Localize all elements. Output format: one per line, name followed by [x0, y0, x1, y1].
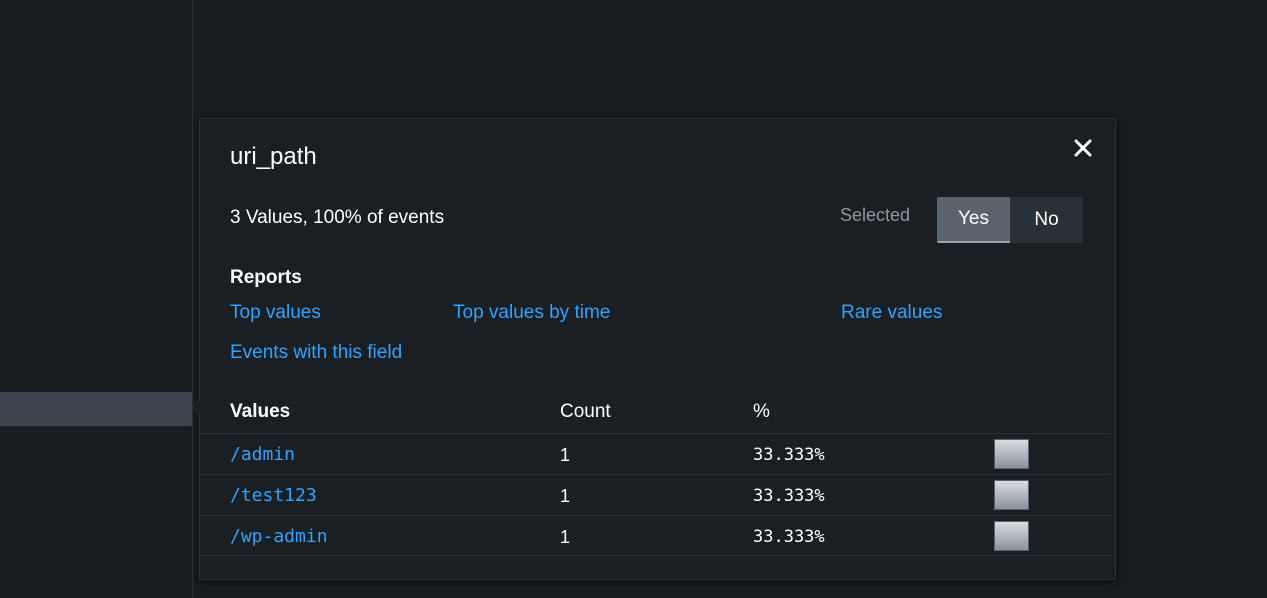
rare-values-link[interactable]: Rare values	[841, 302, 943, 323]
sidebar-panel	[0, 0, 193, 598]
count-column-header: Count	[560, 401, 611, 422]
top-values-link[interactable]: Top values	[230, 302, 321, 323]
value-count: 1	[560, 527, 571, 547]
value-link[interactable]: /test123	[230, 485, 317, 506]
values-column-header: Values	[230, 401, 291, 422]
close-icon	[1074, 139, 1092, 157]
value-percent: 33.333%	[753, 486, 825, 506]
selected-no-button[interactable]: No	[1010, 197, 1083, 243]
field-name-title: uri_path	[230, 143, 317, 170]
field-summary: 3 Values, 100% of events	[230, 207, 445, 228]
percent-bar	[994, 480, 1029, 510]
value-percent: 33.333%	[753, 527, 825, 547]
value-link[interactable]: /wp-admin	[230, 526, 328, 547]
events-with-field-link[interactable]: Events with this field	[230, 342, 403, 363]
percent-column-header: %	[753, 401, 770, 422]
table-row: /wp-admin 1 33.333%	[200, 515, 1111, 556]
percent-bar	[994, 521, 1029, 551]
selected-yes-button[interactable]: Yes	[937, 197, 1010, 243]
percent-bar	[994, 439, 1029, 469]
value-count: 1	[560, 486, 571, 506]
close-button[interactable]	[1070, 135, 1096, 161]
reports-heading: Reports	[230, 267, 302, 288]
top-values-by-time-link[interactable]: Top values by time	[453, 302, 611, 323]
selected-field-row[interactable]	[0, 392, 192, 426]
field-summary-popup: uri_path 3 Values, 100% of events Select…	[192, 118, 1116, 580]
selected-label: Selected	[840, 205, 911, 225]
table-row: /admin 1 33.333%	[200, 433, 1111, 474]
value-link[interactable]: /admin	[230, 444, 296, 465]
table-divider	[200, 555, 1111, 556]
value-count: 1	[560, 445, 571, 465]
table-row: /test123 1 33.333%	[200, 474, 1111, 515]
popup-pointer	[192, 399, 200, 415]
selected-toggle: Yes No	[936, 196, 1084, 244]
value-percent: 33.333%	[753, 445, 825, 465]
